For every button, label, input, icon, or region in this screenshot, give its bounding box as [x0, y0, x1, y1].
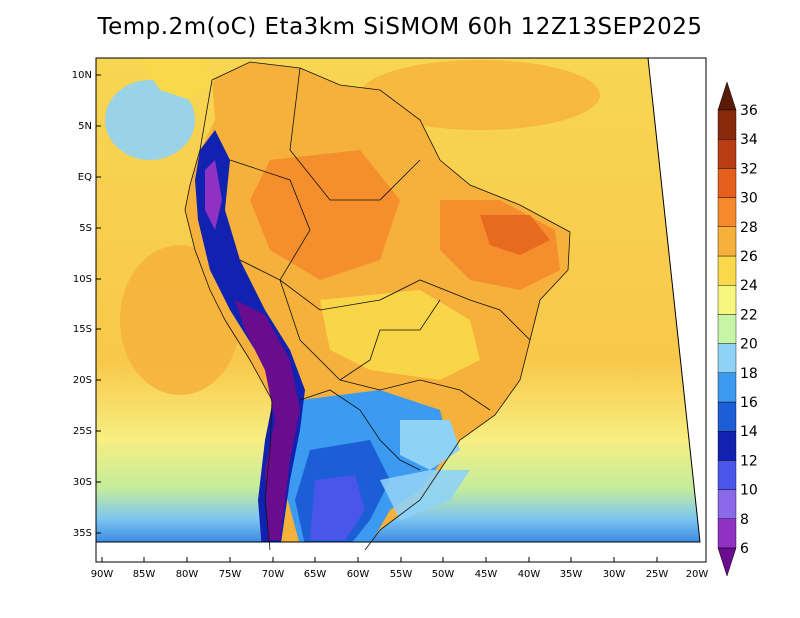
lon-label: 35W	[560, 569, 583, 580]
colorbar-segment	[717, 343, 737, 374]
pampas-colder	[310, 475, 365, 540]
colorbar-segment	[717, 109, 737, 140]
lon-label: 75W	[219, 569, 242, 580]
colorbar-label: 16	[740, 395, 758, 411]
lat-label: 5N	[78, 121, 92, 132]
country-borders	[184, 61, 571, 551]
lat-label: 15S	[73, 324, 92, 335]
longitude-labels: 90W 85W 80W 75W 70W 65W 60W 55W 50W 45W …	[91, 569, 709, 580]
central-america	[140, 60, 215, 100]
pacific-cool-patch	[105, 80, 195, 160]
latitude-labels: 10N 5N EQ 5S 10S 15S 20S 25S 30S 35S	[72, 70, 92, 539]
south-brazil-cool	[400, 420, 460, 470]
lon-label: 30W	[603, 569, 626, 580]
colorbar-label: 24	[740, 278, 758, 294]
north-andes-cold	[205, 160, 222, 230]
colorbar-label: 20	[740, 337, 758, 353]
colorbar-arrow-top	[717, 81, 737, 111]
lat-label: 35S	[73, 528, 92, 539]
colorbar-label: 32	[740, 161, 758, 177]
colorbar: 6 8 10 12 14 16 18 20 22 24 26 28 30 32 34 36	[717, 81, 758, 577]
lon-label: 40W	[518, 569, 541, 580]
lon-label: 45W	[475, 569, 498, 580]
colorbar-segment	[717, 197, 737, 228]
colorbar-segment	[717, 314, 737, 344]
lon-label: 50W	[432, 569, 455, 580]
lon-label: 85W	[133, 569, 156, 580]
colorbar-label: 6	[740, 541, 749, 557]
colorbar-segment	[717, 255, 737, 286]
lat-label: 25S	[73, 426, 92, 437]
andes-coldest	[235, 300, 300, 540]
lon-label: 55W	[390, 569, 413, 580]
colorbar-segment	[717, 460, 737, 490]
colorbar-label: 22	[740, 307, 758, 323]
colorbar-label: 10	[740, 483, 758, 499]
lon-label: 65W	[304, 569, 327, 580]
colorbar-label: 36	[740, 103, 758, 119]
colorbar-segment	[717, 518, 737, 549]
temperature-field	[96, 58, 700, 542]
colorbar-arrow-bottom	[717, 547, 737, 577]
lon-label: 60W	[347, 569, 370, 580]
colorbar-segment	[717, 285, 737, 315]
central-brazil	[320, 290, 480, 380]
uruguay-cool	[380, 470, 470, 520]
colorbar-label: 12	[740, 453, 758, 469]
colorbar-segment	[717, 401, 737, 432]
northeast-hot	[480, 215, 550, 255]
lat-label: 10N	[72, 70, 92, 81]
amazon-warm	[250, 150, 400, 280]
colorbar-label: 30	[740, 191, 758, 207]
colorbar-segment	[717, 431, 737, 461]
colorbar-label: 18	[740, 366, 758, 382]
map-title: Temp.2m(oC) Eta3km SiSMOM 60h 12Z13SEP20…	[97, 14, 703, 40]
lon-label: 20W	[686, 569, 709, 580]
lon-label: 25W	[646, 569, 669, 580]
lat-label: EQ	[78, 172, 92, 183]
lat-label: 30S	[73, 477, 92, 488]
latitude-ticks	[96, 74, 101, 534]
colorbar-segment	[717, 138, 737, 169]
colorbar-label: 28	[740, 220, 758, 236]
lat-label: 5S	[79, 223, 92, 234]
longitude-ticks	[101, 557, 658, 562]
atlantic-warm-patch	[360, 60, 600, 130]
colorbar-label: 34	[740, 132, 758, 148]
lat-label: 20S	[73, 375, 92, 386]
colorbar-segment	[717, 489, 737, 520]
colorbar-segment	[717, 168, 737, 198]
colorbar-label: 26	[740, 249, 758, 265]
lon-label: 80W	[176, 569, 199, 580]
lon-label: 70W	[262, 569, 285, 580]
lon-label: 90W	[91, 569, 114, 580]
colorbar-label: 8	[740, 512, 749, 528]
colorbar-label: 14	[740, 424, 758, 440]
colorbar-segment	[717, 226, 737, 257]
colorbar-segment	[717, 372, 737, 403]
lat-label: 10S	[73, 274, 92, 285]
